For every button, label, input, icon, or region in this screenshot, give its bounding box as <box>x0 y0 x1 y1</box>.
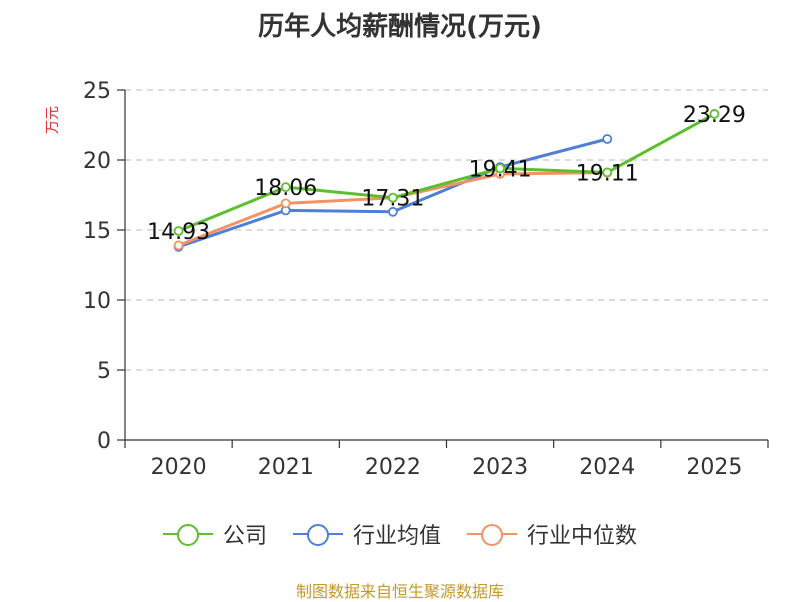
y-tick-label: 0 <box>97 429 111 454</box>
data-point <box>388 206 398 217</box>
x-tick-label: 2020 <box>151 455 207 480</box>
data-point <box>280 198 291 209</box>
data-point <box>495 163 505 174</box>
data-point <box>602 167 613 178</box>
data-label: 14.93 <box>147 220 210 245</box>
x-tick-label: 2023 <box>472 455 528 480</box>
series-line <box>178 112 716 233</box>
legend-marker-icon <box>162 522 213 546</box>
legend-item[interactable]: 行业均值 <box>292 518 441 550</box>
legend-marker-icon <box>467 522 517 546</box>
x-tick-label: 2021 <box>258 455 314 480</box>
chart-title: 历年人均薪酬情况(万元) <box>258 12 542 42</box>
data-point <box>388 192 398 203</box>
data-point <box>602 134 613 144</box>
y-tick-label: 5 <box>97 359 111 384</box>
legend-item[interactable]: 行业中位数 <box>467 518 637 550</box>
legend-marker-icon <box>292 522 343 546</box>
grid-lines <box>125 89 768 371</box>
y-tick-label: 20 <box>83 149 111 174</box>
data-label: 23.29 <box>683 103 746 128</box>
legend: 公司 行业均值 行业中位数 <box>0 518 800 550</box>
data-labels: 14.93 18.06 17.31 19.41 19.11 23.29 <box>147 103 746 245</box>
data-label: 19.11 <box>576 161 639 186</box>
x-tick-label: 2025 <box>686 455 742 480</box>
data-label: 17.31 <box>361 187 424 212</box>
data-label: 18.06 <box>254 176 317 201</box>
legend-item[interactable]: 公司 <box>162 518 267 550</box>
legend-label: 公司 <box>222 524 267 549</box>
y-tick-label: 15 <box>83 219 111 244</box>
x-tick-label: 2024 <box>579 455 635 480</box>
legend-label: 行业均值 <box>352 524 441 549</box>
series-lines <box>173 109 720 252</box>
data-point <box>280 182 291 193</box>
data-point <box>709 109 720 119</box>
data-point <box>173 240 184 251</box>
data-point <box>173 226 184 236</box>
x-tick-label: 2022 <box>365 455 421 480</box>
y-tick-label: 10 <box>83 289 111 314</box>
legend-label: 行业中位数 <box>527 524 638 549</box>
y-tick-label: 25 <box>83 79 111 104</box>
data-label: 19.41 <box>469 157 532 182</box>
source-note: 制图数据来自恒生聚源数据库 <box>295 582 504 601</box>
